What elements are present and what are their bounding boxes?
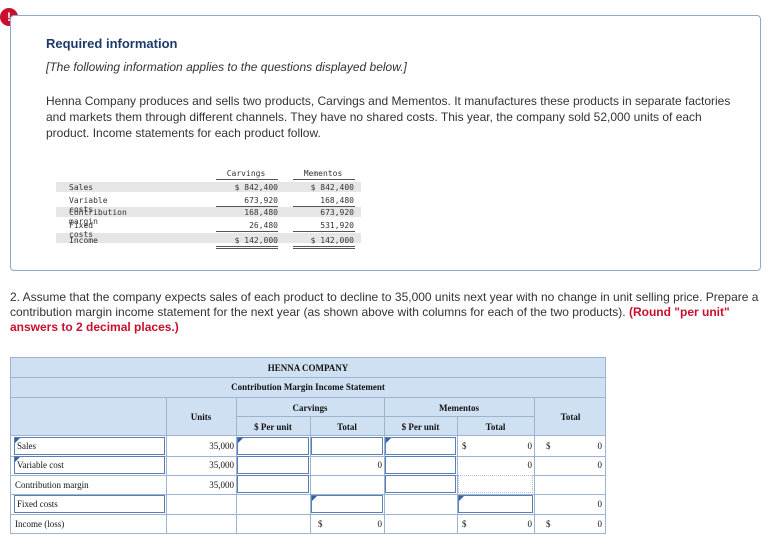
carvings-total-header: Total bbox=[337, 422, 357, 432]
contribution-margin-units: 35,000 bbox=[209, 480, 234, 490]
row-label-income: Income bbox=[69, 236, 98, 245]
worksheet-table: HENNA COMPANY Contribution Margin Income… bbox=[10, 357, 606, 534]
value-carvings-income: $ 142,000 bbox=[234, 236, 278, 245]
required-info-panel: Required information [The following info… bbox=[10, 15, 761, 271]
sales-label-input[interactable]: Sales bbox=[14, 437, 165, 455]
income-loss-label: Income (loss) bbox=[15, 519, 65, 529]
value-carvings-fixed: 26,480 bbox=[249, 221, 278, 230]
row-label-contribution: Contribution margin bbox=[69, 208, 127, 226]
income-mementos-total: 0 bbox=[527, 519, 533, 529]
income-total-dollar: $ bbox=[546, 519, 551, 529]
value-mementos-fixed: 531,920 bbox=[320, 221, 354, 230]
fixed-costs-label-input[interactable]: Fixed costs bbox=[14, 495, 165, 513]
variable-cost-total: 0 bbox=[597, 460, 603, 470]
sales-carvings-per-unit-input[interactable] bbox=[237, 437, 309, 455]
variable-cost-mementos-total: 0 bbox=[527, 460, 533, 470]
sales-mementos-per-unit-input[interactable] bbox=[385, 437, 456, 455]
worksheet-company: HENNA COMPANY bbox=[267, 363, 349, 373]
income-total: 0 bbox=[597, 519, 603, 529]
cm-carvings-per-unit-input[interactable] bbox=[237, 475, 309, 493]
info-note: [The following information applies to th… bbox=[46, 60, 407, 74]
income-mementos-dollar: $ bbox=[462, 519, 467, 529]
row-label-fixed: Fixed costs bbox=[69, 221, 94, 239]
col-carvings: Carvings bbox=[292, 403, 328, 413]
variable-cost-carvings-per-unit-input[interactable] bbox=[237, 456, 309, 474]
value-carvings-variable: 673,920 bbox=[244, 196, 278, 205]
sales-mementos-total: 0 bbox=[527, 441, 533, 451]
row-label-sales: Sales bbox=[69, 183, 94, 192]
carvings-per-unit-header: $ Per unit bbox=[254, 422, 292, 432]
question-text: 2. Assume that the company expects sales… bbox=[10, 290, 760, 335]
sales-total-dollar: $ bbox=[546, 441, 551, 451]
col-total: Total bbox=[560, 412, 581, 422]
fixed-costs-carvings-total-input[interactable] bbox=[311, 495, 383, 513]
variable-cost-mementos-per-unit-input[interactable] bbox=[385, 456, 456, 474]
sales-mementos-dollar: $ bbox=[462, 441, 467, 451]
col-units: Units bbox=[190, 412, 212, 422]
sales-total: 0 bbox=[597, 441, 603, 451]
income-carvings-dollar: $ bbox=[318, 519, 323, 529]
variable-cost-label-input[interactable]: Variable cost bbox=[14, 456, 165, 474]
contribution-margin-label: Contribution margin bbox=[15, 480, 89, 490]
income-carvings-total: 0 bbox=[377, 519, 383, 529]
info-title: Required information bbox=[46, 36, 178, 51]
value-mementos-variable: 168,480 bbox=[320, 196, 354, 205]
col-mementos: Mementos bbox=[439, 403, 479, 413]
rounding-instruction: (Round "per unit" answers to 2 decimal p… bbox=[10, 305, 730, 334]
value-carvings-contribution: 168,480 bbox=[244, 208, 278, 217]
cm-mementos-total-input[interactable] bbox=[458, 475, 533, 493]
header-carvings: Carvings bbox=[226, 169, 266, 178]
value-mementos-sales: $ 842,400 bbox=[310, 183, 354, 192]
value-carvings-sales: $ 842,400 bbox=[234, 183, 278, 192]
header-mementos: Mementos bbox=[303, 169, 343, 178]
info-paragraph: Henna Company produces and sells two pro… bbox=[46, 94, 731, 140]
variable-cost-units: 35,000 bbox=[209, 460, 234, 470]
row-label-variable: Variable costs bbox=[69, 196, 108, 214]
mementos-per-unit-header: $ Per unit bbox=[401, 422, 440, 432]
fixed-costs-mementos-total-input[interactable] bbox=[458, 495, 533, 513]
question-body: 2. Assume that the company expects sales… bbox=[10, 290, 759, 319]
mementos-total-header: Total bbox=[485, 422, 506, 432]
sales-carvings-total-input[interactable] bbox=[311, 437, 383, 455]
value-mementos-income: $ 142,000 bbox=[310, 236, 354, 245]
variable-cost-carvings-total: 0 bbox=[377, 460, 383, 470]
sales-units: 35,000 bbox=[209, 441, 234, 451]
value-mementos-contribution: 673,920 bbox=[320, 208, 354, 217]
cm-mementos-per-unit-input[interactable] bbox=[385, 475, 456, 493]
worksheet-statement-title: Contribution Margin Income Statement bbox=[231, 382, 385, 392]
fixed-costs-total: 0 bbox=[597, 499, 603, 509]
